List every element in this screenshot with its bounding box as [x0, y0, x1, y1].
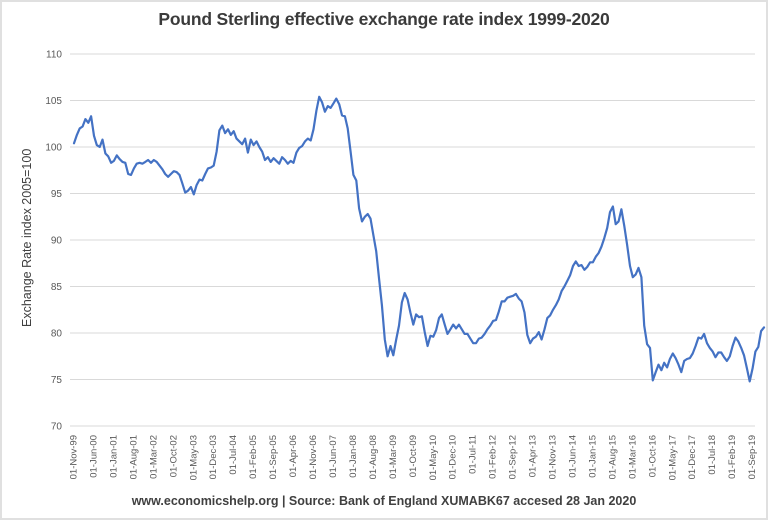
gridlines — [70, 53, 755, 427]
x-tick-label: 01-Oct-09 — [408, 435, 419, 477]
x-tick-label: 01-Jan-01 — [108, 435, 119, 478]
x-tick-label: 01-May-03 — [188, 435, 199, 480]
y-tick-label: 85 — [51, 282, 63, 293]
x-tick-label: 01-Apr-13 — [528, 435, 539, 477]
y-tick-label: 95 — [51, 189, 63, 200]
x-tick-label: 01-Nov-13 — [548, 435, 559, 479]
exchange-rate-line-series — [72, 95, 766, 383]
x-tick-label: 01-Feb-05 — [248, 435, 259, 479]
y-axis-tick-labels: 110 105 100 95 90 85 80 75 70 — [45, 50, 62, 433]
x-tick-label: 01-Apr-06 — [288, 435, 299, 477]
x-tick-label: 01-Jan-08 — [348, 435, 359, 478]
x-tick-label: 01-Nov-06 — [308, 435, 319, 479]
y-tick-label: 75 — [51, 375, 63, 386]
x-tick-label: 01-Nov-99 — [69, 435, 80, 479]
x-tick-label: 01-May-10 — [428, 435, 439, 480]
x-tick-label: 01-Mar-02 — [148, 435, 159, 479]
y-tick-label: 70 — [51, 422, 63, 433]
x-tick-label: 01-Sep-05 — [268, 435, 279, 479]
y-tick-label: 80 — [51, 329, 63, 340]
x-tick-label: 01-Dec-10 — [448, 435, 459, 479]
y-tick-label: 105 — [45, 96, 62, 107]
x-tick-label: 01-Aug-08 — [368, 435, 379, 479]
x-tick-label: 01-Dec-17 — [687, 435, 698, 479]
x-tick-label: 01-Jun-00 — [88, 435, 99, 478]
x-tick-label: 01-Jun-07 — [328, 435, 339, 478]
x-tick-label: 01-Sep-12 — [508, 435, 519, 479]
x-tick-label: 01-Oct-02 — [168, 435, 179, 477]
x-tick-label: 01-Mar-09 — [388, 435, 399, 479]
y-tick-label: 100 — [45, 143, 62, 154]
x-tick-label: 01-Feb-19 — [727, 435, 738, 479]
chart-title: Pound Sterling effective exchange rate i… — [158, 9, 610, 29]
x-tick-label: 01-Aug-01 — [128, 435, 139, 479]
x-tick-label: 01-Jan-15 — [587, 435, 598, 478]
x-tick-label: 01-Sep-19 — [747, 435, 758, 479]
y-tick-label: 110 — [46, 50, 62, 61]
x-tick-label: 01-Jul-18 — [707, 435, 718, 475]
source-footer: www.economicshelp.org | Source: Bank of … — [131, 494, 637, 508]
x-tick-label: 01-Oct-16 — [647, 435, 658, 477]
x-tick-label: 01-Feb-12 — [488, 435, 499, 479]
x-tick-label: 01-Jul-04 — [228, 435, 239, 475]
x-tick-label: 01-Mar-16 — [627, 435, 638, 479]
x-axis-tick-labels: 01-Nov-99 01-Jun-00 01-Jan-01 01-Aug-01 01-M… — [69, 435, 759, 480]
x-tick-label: 01-Aug-15 — [607, 435, 618, 479]
x-tick-label: 01-Jul-11 — [468, 435, 479, 474]
x-tick-label: 01-May-17 — [667, 435, 678, 480]
x-tick-label: 01-Jun-14 — [567, 435, 578, 478]
y-tick-label: 90 — [51, 236, 63, 247]
x-tick-label: 01-Dec-03 — [208, 435, 219, 479]
